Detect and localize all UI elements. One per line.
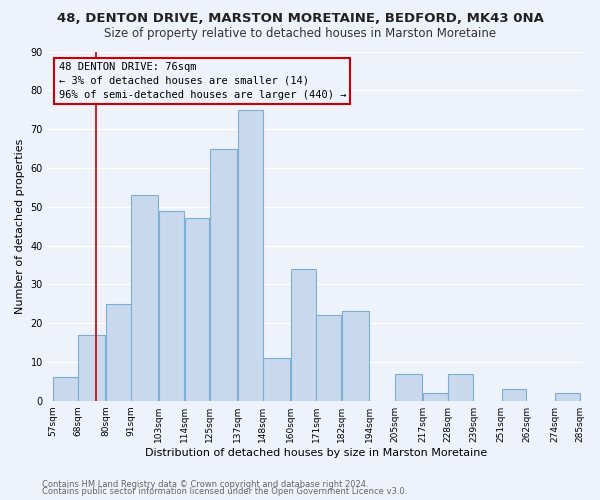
Bar xyxy=(106,304,131,400)
Bar xyxy=(448,374,473,400)
Text: 48 DENTON DRIVE: 76sqm
← 3% of detached houses are smaller (14)
96% of semi-deta: 48 DENTON DRIVE: 76sqm ← 3% of detached … xyxy=(59,62,346,100)
Bar xyxy=(131,195,158,400)
Bar xyxy=(555,393,580,400)
Bar xyxy=(78,334,105,400)
Bar xyxy=(210,148,237,400)
Text: 48, DENTON DRIVE, MARSTON MORETAINE, BEDFORD, MK43 0NA: 48, DENTON DRIVE, MARSTON MORETAINE, BED… xyxy=(56,12,544,26)
Bar xyxy=(395,374,422,400)
Bar xyxy=(316,316,341,400)
X-axis label: Distribution of detached houses by size in Marston Moretaine: Distribution of detached houses by size … xyxy=(145,448,487,458)
Bar xyxy=(342,312,369,400)
Bar xyxy=(159,210,184,400)
Bar xyxy=(423,393,448,400)
Bar xyxy=(53,378,77,400)
Bar xyxy=(291,269,316,400)
Bar xyxy=(502,389,526,400)
Text: Size of property relative to detached houses in Marston Moretaine: Size of property relative to detached ho… xyxy=(104,28,496,40)
Text: Contains public sector information licensed under the Open Government Licence v3: Contains public sector information licen… xyxy=(42,487,407,496)
Y-axis label: Number of detached properties: Number of detached properties xyxy=(15,138,25,314)
Bar xyxy=(238,110,263,401)
Bar xyxy=(263,358,290,401)
Text: Contains HM Land Registry data © Crown copyright and database right 2024.: Contains HM Land Registry data © Crown c… xyxy=(42,480,368,489)
Bar xyxy=(185,218,209,400)
